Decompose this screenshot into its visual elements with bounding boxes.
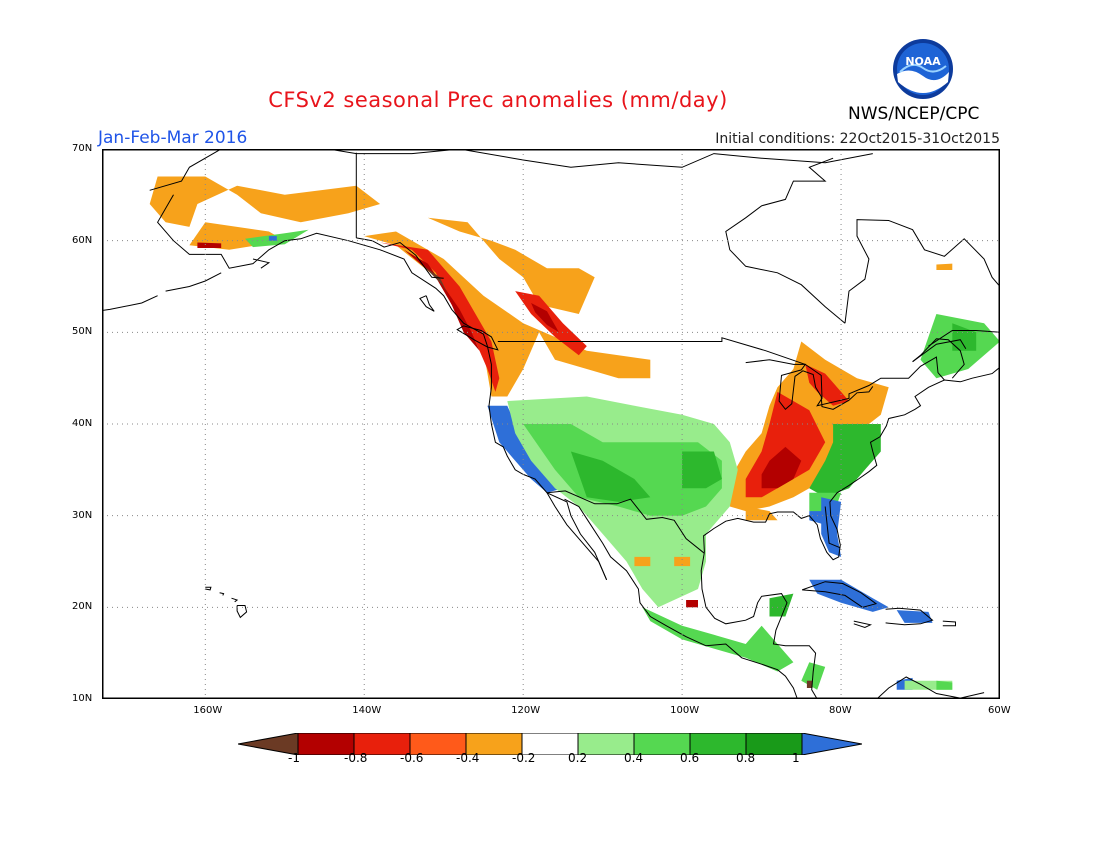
coastline-segment	[725, 157, 846, 324]
coastline-segment	[844, 219, 1000, 324]
noaa-logo-text: NOAA	[905, 55, 941, 68]
anomaly-patch	[805, 364, 849, 406]
legend-swatch	[801, 733, 862, 755]
lat-label: 20N	[72, 601, 93, 613]
lon-label: 100W	[670, 705, 700, 716]
coastline-segment	[853, 620, 873, 629]
lon-label: 80W	[829, 705, 852, 716]
coastline-segment	[885, 607, 934, 626]
anomaly-patch	[682, 451, 722, 489]
lat-label: 30N	[72, 509, 93, 521]
coastline-segment	[156, 194, 608, 580]
coastline-segment	[942, 620, 956, 627]
legend-tick-label: -0.2	[512, 751, 536, 765]
lat-label: 10N	[72, 693, 93, 704]
anomaly-patch	[769, 593, 794, 617]
lat-label: 70N	[72, 143, 93, 154]
coastline-layer	[102, 149, 1000, 699]
lon-label: 160W	[193, 705, 223, 716]
anomaly-patch	[936, 263, 953, 270]
lon-label: 60W	[988, 705, 1011, 716]
coastline-segment	[231, 597, 239, 603]
initial-conditions: Initial conditions: 22Oct2015-31Oct2015	[715, 131, 1000, 147]
anomaly-patch	[531, 303, 559, 333]
lon-label: 120W	[511, 705, 541, 716]
lon-label: 140W	[352, 705, 382, 716]
legend-tick-label: -1	[288, 751, 300, 765]
anomaly-layer	[149, 176, 1000, 690]
coastline-segment	[205, 586, 212, 591]
chart-title-text: CFSv2 seasonal Prec anomalies (mm/day)	[268, 88, 728, 112]
anomaly-patch	[642, 607, 794, 672]
coastline-segment	[149, 149, 873, 191]
legend-tick-label: 0.4	[624, 751, 644, 765]
anomaly-patch	[936, 680, 953, 690]
coastline-segment	[928, 330, 1000, 347]
color-legend	[238, 733, 862, 755]
legend-tick-label: 0.2	[568, 751, 588, 765]
legend-tick-label: -0.8	[344, 751, 368, 765]
legend-tick-label: -0.6	[400, 751, 424, 765]
coastline-segment	[564, 498, 798, 699]
coastline-segment	[165, 272, 222, 292]
forecast-period: Jan-Feb-Mar 2016	[98, 128, 248, 148]
precip-map	[102, 149, 1000, 699]
anomaly-patch	[427, 217, 595, 314]
coastline-segment	[252, 258, 271, 269]
coastline-segment	[546, 492, 608, 580]
legend-tick-label: 1	[792, 751, 800, 765]
coastline-segment	[745, 359, 874, 411]
coastline-segment	[824, 506, 841, 549]
coastline-segment	[700, 552, 818, 699]
anomaly-patch	[674, 556, 691, 567]
anomaly-patch	[809, 424, 881, 498]
agency-label: NWS/NCEP/CPC	[848, 104, 980, 124]
map-border	[102, 149, 1000, 699]
coastline-segment	[219, 592, 225, 596]
coastline-segment	[546, 490, 705, 554]
anomaly-patch	[197, 242, 222, 248]
anomaly-patch	[149, 176, 381, 227]
map-frame	[102, 149, 1000, 699]
anomaly-patch	[809, 579, 889, 612]
coastline-segment	[703, 366, 1000, 561]
legend-tick-label: 0.8	[736, 751, 756, 765]
anomaly-patch	[745, 506, 778, 521]
legend-tick-label: 0.6	[680, 751, 700, 765]
lat-label: 60N	[72, 234, 93, 246]
anomaly-patch	[634, 556, 651, 567]
coastline-segment	[497, 337, 945, 407]
anomaly-patch	[761, 446, 802, 489]
coastline-segment	[456, 325, 499, 351]
anomaly-patch	[380, 242, 500, 392]
anomaly-patch	[523, 424, 722, 516]
anomaly-patch	[686, 600, 698, 608]
noaa-logo: NOAA	[893, 39, 953, 99]
anomaly-patch	[404, 249, 480, 351]
coastline-segment	[419, 295, 435, 312]
anomaly-patch	[809, 511, 826, 525]
anomaly-patch	[268, 236, 277, 241]
legend-tick-label: -0.4	[456, 751, 480, 765]
anomaly-patch	[806, 680, 813, 688]
coastline-segment	[912, 339, 967, 363]
coastline-segment	[102, 295, 158, 312]
chart-title: CFSv2 seasonal Prec anomalies (mm/day)	[0, 88, 1100, 112]
lat-label: 50N	[72, 326, 93, 338]
anomaly-patch	[570, 451, 651, 502]
lat-label: 40N	[72, 418, 93, 429]
coastline-segment	[236, 605, 248, 619]
gridlines	[102, 149, 1000, 699]
coastline-segment	[801, 581, 878, 608]
